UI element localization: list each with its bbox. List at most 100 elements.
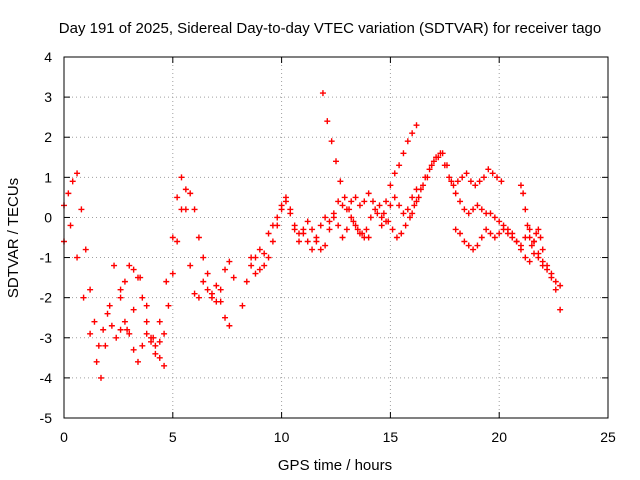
data-point [256, 246, 263, 253]
data-point [472, 182, 479, 189]
data-point [359, 230, 366, 237]
data-point [409, 194, 416, 201]
data-point [374, 210, 381, 217]
data-point [69, 178, 76, 185]
data-point [378, 214, 385, 221]
data-point [439, 150, 446, 157]
data-point [130, 306, 137, 313]
data-point [485, 166, 492, 173]
data-point [552, 286, 559, 293]
data-point [82, 246, 89, 253]
data-point [148, 334, 155, 341]
data-point [361, 198, 368, 205]
data-point [326, 218, 333, 225]
data-point [476, 178, 483, 185]
data-point [87, 286, 94, 293]
data-point [343, 226, 350, 233]
data-point [169, 270, 176, 277]
data-point [161, 330, 168, 337]
data-point [152, 342, 159, 349]
data-point [461, 206, 468, 213]
data-point [108, 322, 115, 329]
data-point [509, 234, 516, 241]
series-group [117, 186, 237, 349]
y-tick-label: -2 [40, 290, 53, 306]
data-point [304, 238, 311, 245]
data-point [522, 206, 529, 213]
data-point [400, 150, 407, 157]
data-point [304, 218, 311, 225]
data-point [117, 286, 124, 293]
data-point [404, 206, 411, 213]
data-point [372, 206, 379, 213]
data-point [398, 230, 405, 237]
data-point [491, 234, 498, 241]
data-point [111, 262, 118, 269]
data-point [204, 270, 211, 277]
data-point [269, 222, 276, 229]
data-point [191, 290, 198, 297]
data-point [102, 342, 109, 349]
y-tick-label: 2 [44, 129, 52, 145]
data-point [430, 158, 437, 165]
data-point [531, 250, 538, 257]
data-point [387, 182, 394, 189]
x-tick-label: 15 [383, 429, 399, 445]
data-point [106, 302, 113, 309]
data-point [459, 174, 466, 181]
data-point [178, 206, 185, 213]
y-tick-label: 4 [44, 49, 52, 65]
data-point [391, 170, 398, 177]
data-point [213, 298, 220, 305]
data-point [411, 202, 418, 209]
data-point [80, 294, 87, 301]
data-point [365, 190, 372, 197]
data-point [309, 246, 316, 253]
data-point [282, 194, 289, 201]
data-point [222, 314, 229, 321]
data-point [230, 274, 237, 281]
data-point [378, 222, 385, 229]
data-point [363, 226, 370, 233]
data-point [526, 234, 533, 241]
data-point [326, 226, 333, 233]
y-tick-labels: -5 -4 -3 -2 -1 0 1 2 3 4 [40, 49, 53, 426]
data-point [117, 294, 124, 301]
y-axis-label: SDTVAR / TECUs [5, 178, 22, 298]
x-tick-label: 25 [600, 429, 616, 445]
data-point [491, 214, 498, 221]
y-tick-label: -3 [40, 330, 53, 346]
data-point [143, 302, 150, 309]
data-point [163, 278, 170, 285]
series-group [452, 226, 564, 289]
data-point [261, 250, 268, 257]
data-point [222, 266, 229, 273]
data-point [337, 178, 344, 185]
data-point [461, 238, 468, 245]
data-point [256, 266, 263, 273]
data-point [489, 170, 496, 177]
data-point [467, 178, 474, 185]
data-point [319, 90, 326, 97]
data-point [178, 174, 185, 181]
data-point [348, 214, 355, 221]
data-point [391, 194, 398, 201]
data-point [124, 326, 131, 333]
data-point [356, 202, 363, 209]
data-point [248, 262, 255, 269]
data-point [217, 286, 224, 293]
data-point [478, 234, 485, 241]
data-point [406, 214, 413, 221]
data-point [74, 170, 81, 177]
data-point [200, 278, 207, 285]
data-point [465, 242, 472, 249]
data-point [404, 138, 411, 145]
data-point [187, 262, 194, 269]
y-tick-label: -4 [40, 370, 53, 386]
data-point [480, 174, 487, 181]
data-point [457, 198, 464, 205]
data-point [450, 182, 457, 189]
data-point [208, 290, 215, 297]
data-point [317, 222, 324, 229]
data-point [156, 354, 163, 361]
